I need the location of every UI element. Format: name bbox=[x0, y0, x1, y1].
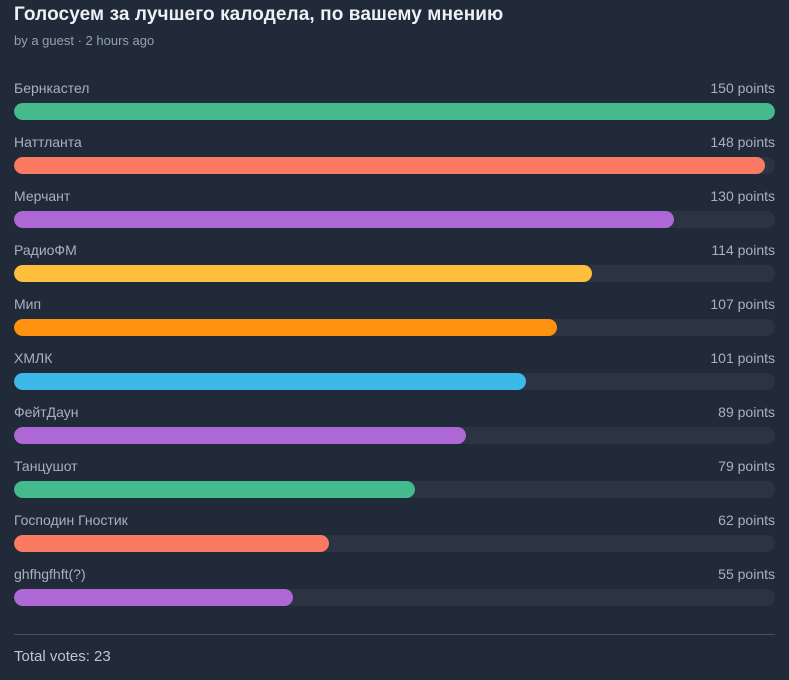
option-points: 130 points bbox=[710, 188, 775, 204]
option-points: 101 points bbox=[710, 350, 775, 366]
option-bar-track bbox=[14, 481, 775, 498]
option-bar-fill bbox=[14, 319, 557, 336]
poll-option-row: ghfhgfhft(?) 55 points bbox=[14, 566, 775, 606]
option-bar-fill bbox=[14, 373, 527, 390]
option-bar-fill bbox=[14, 211, 674, 228]
option-label: ghfhgfhft(?) bbox=[14, 566, 86, 582]
option-points: 114 points bbox=[711, 242, 775, 258]
option-points: 62 points bbox=[718, 512, 775, 528]
poll-option-row: Господин Гностик 62 points bbox=[14, 512, 775, 552]
poll-option-row: Бернкастел 150 points bbox=[14, 80, 775, 120]
option-bar-fill bbox=[14, 589, 294, 606]
option-header: РадиоФМ 114 points bbox=[14, 242, 775, 259]
option-bar-fill bbox=[14, 103, 775, 120]
option-bar-track bbox=[14, 373, 775, 390]
option-header: ghfhgfhft(?) 55 points bbox=[14, 566, 775, 583]
option-bar-fill bbox=[14, 535, 329, 552]
option-bar-fill bbox=[14, 265, 593, 282]
option-points: 107 points bbox=[710, 296, 775, 312]
option-bar-track bbox=[14, 589, 775, 606]
poll-option-row: Танцушот 79 points bbox=[14, 458, 775, 498]
option-header: Господин Гностик 62 points bbox=[14, 512, 775, 529]
poll-byline: by a guest · 2 hours ago bbox=[14, 33, 155, 48]
option-bar-track bbox=[14, 211, 775, 228]
option-label: Господин Гностик bbox=[14, 512, 128, 528]
option-bar-fill bbox=[14, 427, 466, 444]
total-votes: Total votes: 23 bbox=[14, 648, 111, 665]
option-points: 89 points bbox=[718, 404, 775, 420]
poll-option-row: Мип 107 points bbox=[14, 296, 775, 336]
poll-options-list: Бернкастел 150 points Наттланта 148 poin… bbox=[14, 80, 775, 606]
footer-divider bbox=[14, 634, 775, 635]
option-points: 148 points bbox=[710, 134, 775, 150]
option-points: 55 points bbox=[718, 566, 775, 582]
option-header: Мип 107 points bbox=[14, 296, 775, 313]
option-header: Мерчант 130 points bbox=[14, 188, 775, 205]
poll-option-row: РадиоФМ 114 points bbox=[14, 242, 775, 282]
option-bar-track bbox=[14, 427, 775, 444]
option-bar-track bbox=[14, 265, 775, 282]
option-header: ФейтДаун 89 points bbox=[14, 404, 775, 421]
option-bar-track bbox=[14, 319, 775, 336]
poll-option-row: ФейтДаун 89 points bbox=[14, 404, 775, 444]
option-header: Бернкастел 150 points bbox=[14, 80, 775, 97]
option-bar-track bbox=[14, 535, 775, 552]
option-bar-track bbox=[14, 103, 775, 120]
option-header: ХМЛК 101 points bbox=[14, 350, 775, 367]
option-label: Мерчант bbox=[14, 188, 71, 204]
option-bar-fill bbox=[14, 481, 415, 498]
poll-title: Голосуем за лучшего калодела, по вашему … bbox=[14, 4, 504, 25]
option-label: Наттланта bbox=[14, 134, 82, 150]
option-points: 150 points bbox=[710, 80, 775, 96]
option-label: ХМЛК bbox=[14, 350, 53, 366]
poll-option-row: Наттланта 148 points bbox=[14, 134, 775, 174]
option-label: РадиоФМ bbox=[14, 242, 77, 258]
option-label: ФейтДаун bbox=[14, 404, 79, 420]
option-header: Наттланта 148 points bbox=[14, 134, 775, 151]
option-header: Танцушот 79 points bbox=[14, 458, 775, 475]
poll-option-row: Мерчант 130 points bbox=[14, 188, 775, 228]
poll-option-row: ХМЛК 101 points bbox=[14, 350, 775, 390]
option-points: 79 points bbox=[718, 458, 775, 474]
option-label: Танцушот bbox=[14, 458, 78, 474]
option-bar-fill bbox=[14, 157, 765, 174]
option-bar-track bbox=[14, 157, 775, 174]
option-label: Бернкастел bbox=[14, 80, 90, 96]
option-label: Мип bbox=[14, 296, 42, 312]
